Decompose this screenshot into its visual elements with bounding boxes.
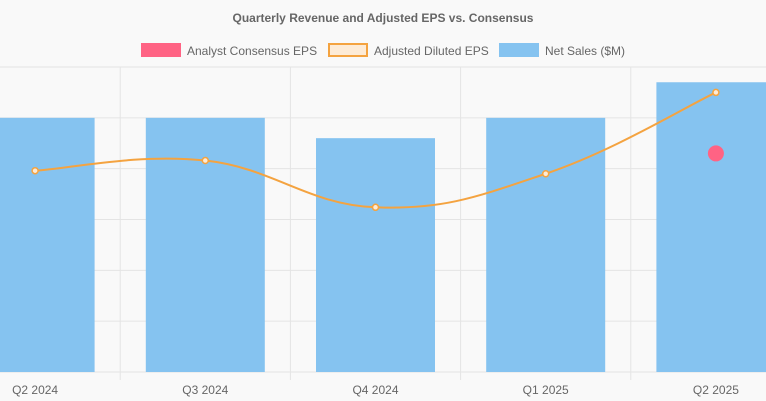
chart-title: Quarterly Revenue and Adjusted EPS vs. C… (233, 11, 534, 25)
bar-net-sales (0, 117, 95, 372)
x-tick-label: Q2 2025 (693, 383, 739, 397)
legend-swatch-net-sales (499, 43, 539, 57)
x-tick-label: Q3 2024 (182, 383, 228, 397)
eps-point (31, 166, 39, 175)
x-tick-label: Q4 2024 (352, 383, 398, 397)
legend-label: Analyst Consensus EPS (187, 44, 317, 58)
eps-point (541, 170, 550, 178)
legend-swatch-eps (328, 43, 368, 57)
x-tick-label: Q2 2024 (12, 383, 58, 397)
bar-net-sales (656, 82, 766, 372)
consensus-points (707, 145, 724, 162)
eps-point (712, 88, 720, 97)
bar-net-sales (486, 117, 606, 372)
eps-point (371, 203, 380, 212)
bars (0, 82, 766, 372)
consensus-point (707, 145, 724, 162)
eps-line-series (31, 88, 720, 212)
eps-point (201, 156, 210, 165)
bar-net-sales (316, 138, 435, 372)
legend-label: Net Sales ($M) (545, 44, 625, 58)
legend-swatch-consensus (141, 43, 181, 57)
legend-label: Adjusted Diluted EPS (374, 44, 489, 58)
x-axis: Q2 2024 Q3 2024 Q4 2024 Q1 2025 Q2 2025 (12, 383, 739, 397)
x-tick-label: Q1 2025 (523, 383, 569, 397)
bar-net-sales (145, 117, 265, 372)
legend: Analyst Consensus EPS Adjusted Diluted EP… (141, 43, 625, 58)
